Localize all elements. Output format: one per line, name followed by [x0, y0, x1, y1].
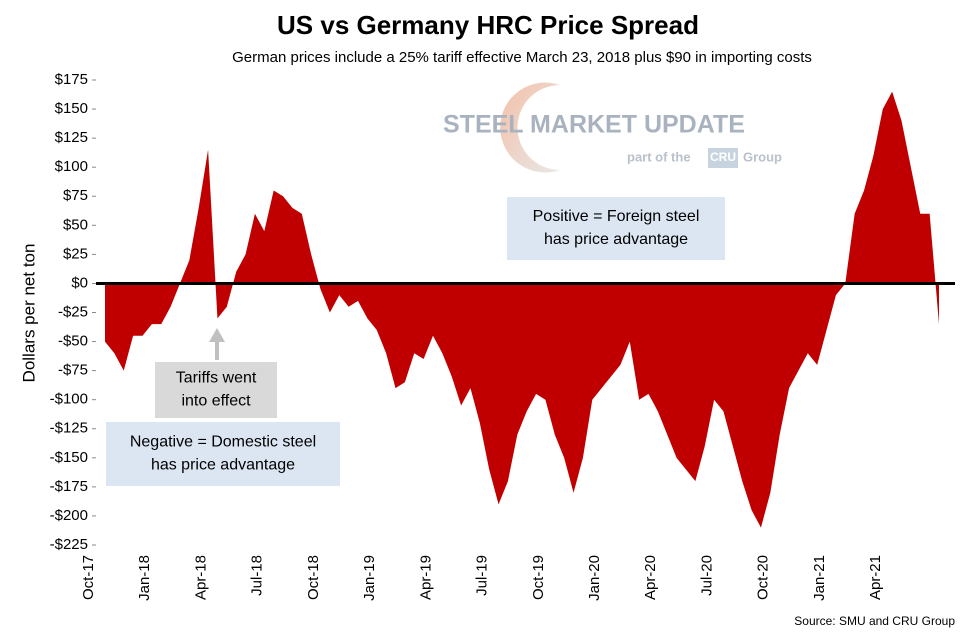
annotation-box: [106, 422, 340, 486]
logo-name: STEEL MARKET UPDATE: [443, 111, 745, 139]
chart-title: US vs Germany HRC Price Spread: [277, 10, 699, 40]
source: Source: SMU and CRU Group: [794, 614, 955, 628]
annotation-text: Positive = Foreign steel: [533, 208, 700, 225]
x-tick-label: Apr-19: [417, 555, 434, 600]
annotation-box: [507, 197, 725, 260]
y-tick-label: $175: [55, 71, 88, 88]
annotation-text: Tariffs went: [176, 370, 257, 387]
y-tick-label: -$150: [50, 449, 88, 466]
y-tick-label: -$200: [50, 507, 88, 524]
y-tick-label: $25: [63, 245, 88, 262]
logo-badge: [708, 148, 738, 168]
y-tick-label: -$50: [58, 333, 88, 350]
chart-subtitle: German prices include a 25% tariff effec…: [232, 49, 812, 66]
x-tick-label: Jul-20: [698, 555, 715, 596]
y-axis-label: Dollars per net ton: [19, 244, 38, 383]
x-tick-label: Jan-20: [586, 555, 603, 601]
x-tick-label: Oct-20: [755, 555, 772, 600]
y-tick-label: $125: [55, 129, 88, 146]
y-tick-label: $0: [71, 274, 88, 291]
x-tick-label: Apr-21: [867, 555, 884, 600]
x-tick-label: Jul-19: [474, 555, 491, 596]
x-tick-label: Oct-18: [305, 555, 322, 600]
x-tick-label: Oct-19: [530, 555, 547, 600]
annotation-text: has price advantage: [544, 231, 688, 248]
arrow-head: [209, 328, 225, 342]
y-tick-label: -$75: [58, 362, 88, 379]
logo-brand: CRU: [710, 150, 736, 164]
y-tick-label: $50: [63, 216, 88, 233]
logo-tagline: part of the: [627, 149, 691, 164]
logo-swoosh: [500, 82, 560, 173]
x-tick-label: Jan-19: [361, 555, 378, 601]
logo-group: Group: [743, 149, 782, 164]
y-tick-label: $100: [55, 158, 88, 175]
x-tick-label: Jul-18: [249, 555, 266, 596]
y-tick-label: $150: [55, 100, 88, 117]
annotation-text: has price advantage: [151, 457, 295, 474]
area: [105, 91, 939, 528]
y-tick-label: $75: [63, 187, 88, 204]
y-tick-label: -$100: [50, 391, 88, 408]
annotation-text: into effect: [181, 393, 251, 410]
x-tick-label: Apr-18: [192, 555, 209, 600]
x-tick-label: Oct-17: [80, 555, 97, 600]
annotation-text: Negative = Domestic steel: [130, 434, 316, 451]
x-tick-label: Apr-20: [642, 555, 659, 600]
annotation-box: [155, 362, 277, 418]
y-tick-label: -$175: [50, 478, 88, 495]
y-tick-label: -$125: [50, 420, 88, 437]
x-tick-label: Jan-18: [136, 555, 153, 601]
y-tick-label: -$225: [50, 536, 88, 553]
x-tick-label: Jan-21: [811, 555, 828, 601]
y-tick-label: -$25: [58, 303, 88, 320]
